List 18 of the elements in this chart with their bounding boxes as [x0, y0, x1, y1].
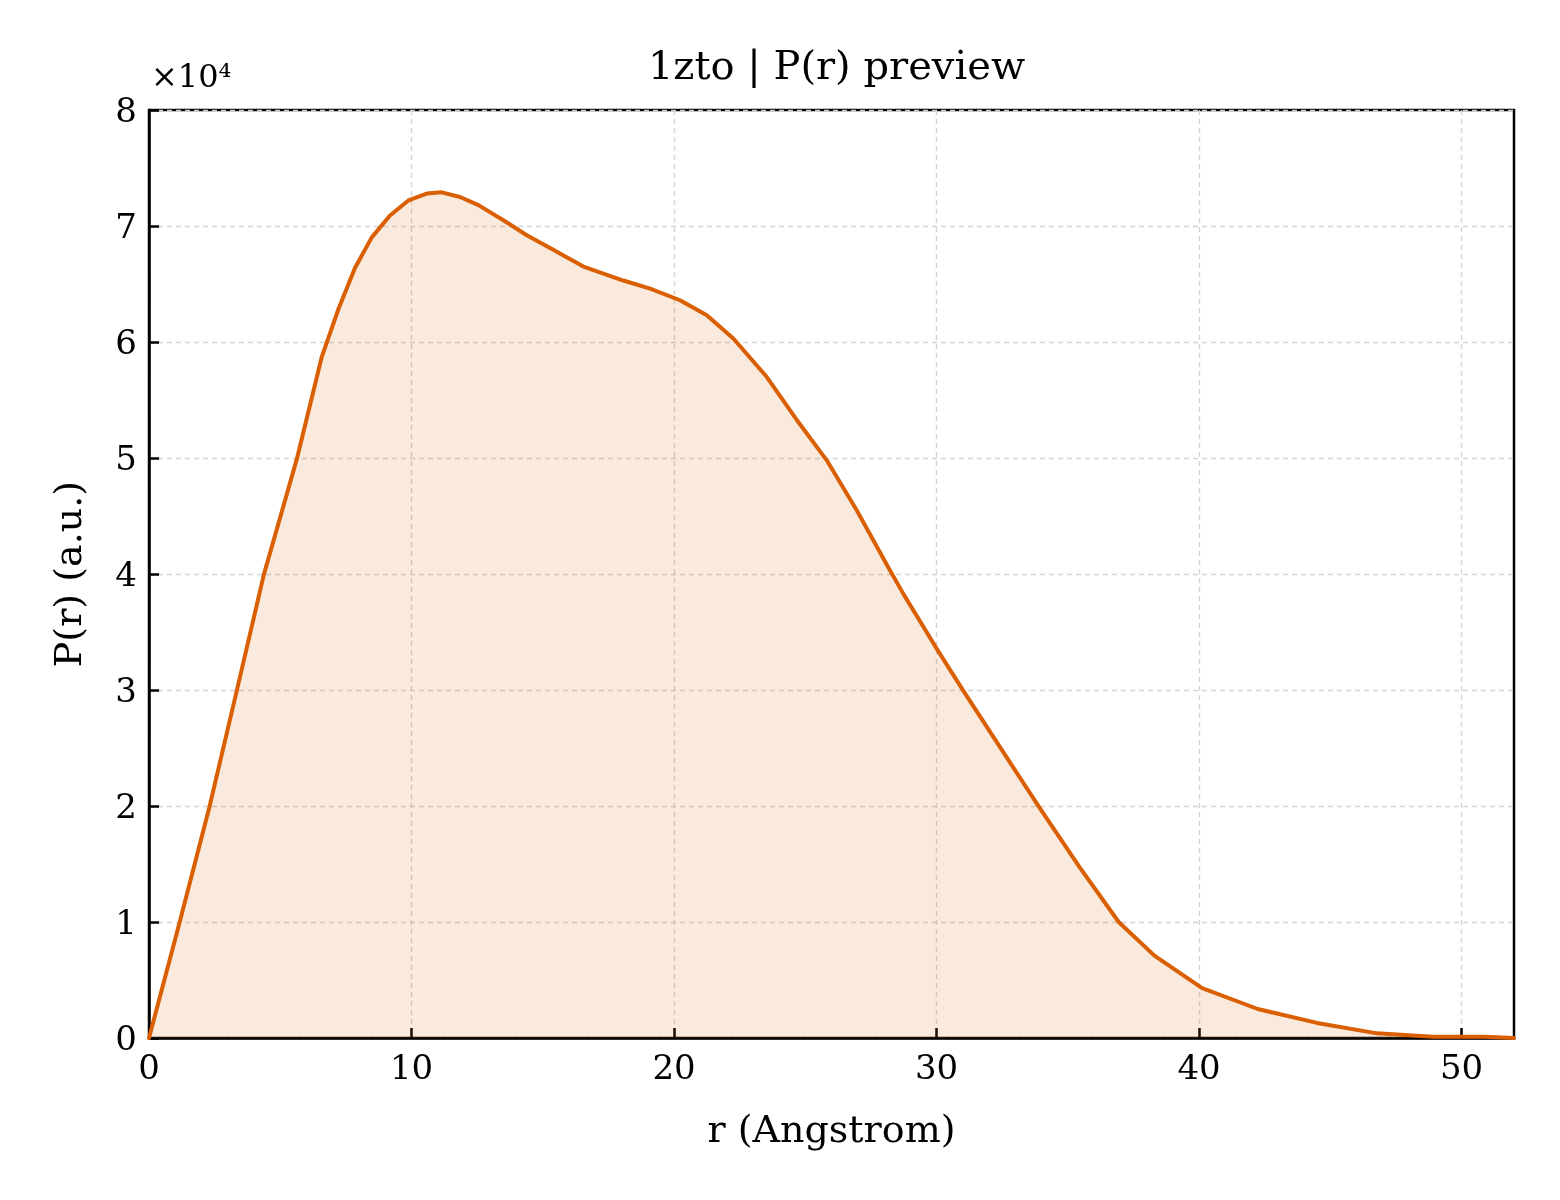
y-tick-label: 1 [115, 902, 137, 942]
x-tick-label: 40 [1177, 1047, 1221, 1087]
y-tick-label: 8 [115, 90, 137, 130]
y-tick-label: 0 [115, 1018, 137, 1058]
x-tick-label: 20 [652, 1047, 696, 1087]
y-tick-label: 7 [115, 206, 137, 246]
y-tick-label: 5 [115, 438, 137, 478]
y-axis-title: P(r) (a.u.) [46, 480, 90, 668]
x-tick-label: 10 [389, 1047, 434, 1087]
x-tick-label: 50 [1439, 1047, 1484, 1087]
y-tick-label: 4 [115, 554, 137, 594]
y-tick-label: 3 [115, 670, 137, 710]
y-tick-label: 2 [115, 786, 137, 826]
x-tick-label: 30 [914, 1047, 959, 1087]
y-tick-label: 6 [115, 322, 137, 362]
chart-title: 1zto | P(r) preview [647, 42, 1026, 88]
text: ×10⁴ [151, 57, 232, 95]
x-axis-title: r (Angstrom) [707, 1107, 956, 1151]
